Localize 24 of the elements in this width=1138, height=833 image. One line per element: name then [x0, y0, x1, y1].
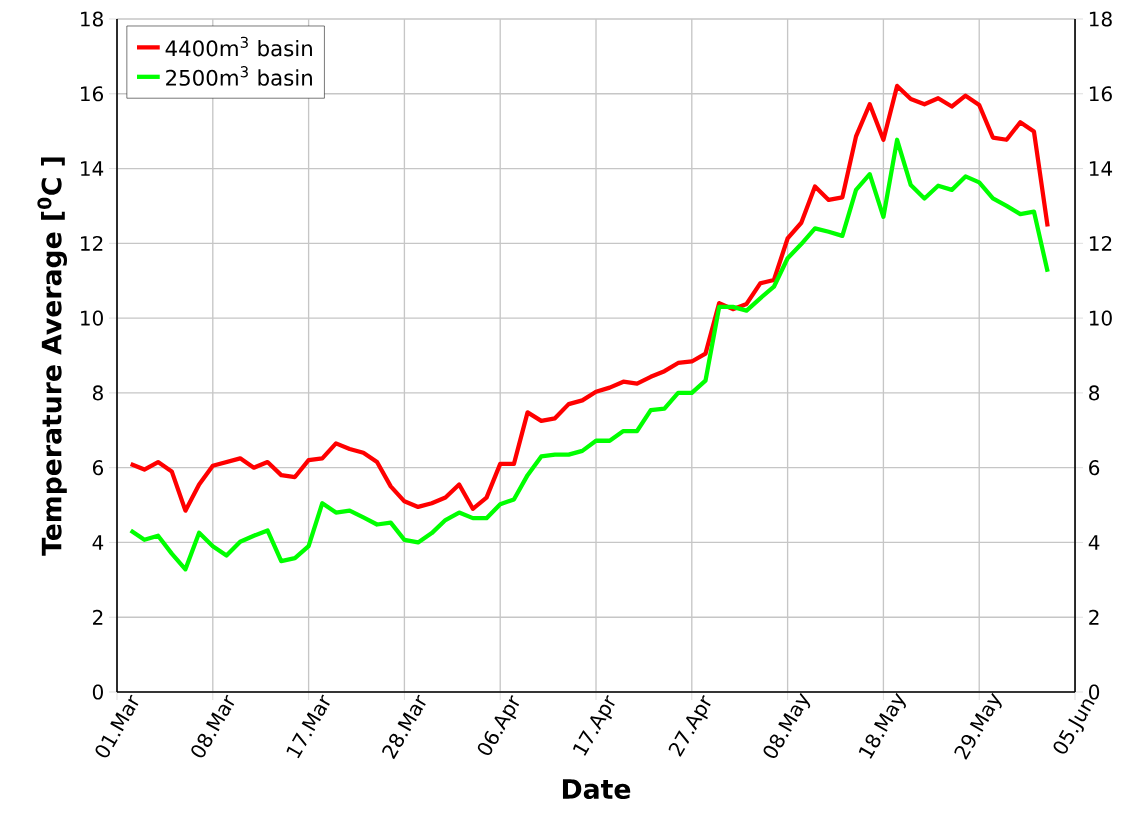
y2-tick-label: 4: [1088, 535, 1100, 550]
y2-tick-label: 10: [1089, 310, 1112, 326]
y-tick-label: 16: [81, 86, 104, 102]
legend-label: 4400m$^{3}$ basin: [165, 36, 312, 57]
y-tick-label: 10: [81, 310, 103, 326]
y2-tick-label: 16: [1089, 86, 1112, 102]
y2-tick-label: 6: [1089, 460, 1100, 476]
y-axis-title: Temperature Average [$^{0}$C ]: [37, 157, 68, 556]
y2-tick-label: 12: [1089, 235, 1112, 251]
y-tick-label: 4: [92, 535, 104, 550]
y-tick-label: 6: [92, 460, 104, 476]
y2-tick-label: 8: [1089, 385, 1100, 401]
y-tick-label: 8: [92, 385, 103, 401]
y2-tick-label: 0: [1089, 684, 1100, 700]
line-series: [128, 137, 1050, 572]
y-tick-label: 12: [81, 235, 103, 251]
legend-label: 2500m$^{3}$ basin: [166, 66, 312, 86]
y-tick-label: 18: [81, 11, 103, 27]
y-tick-label: 14: [81, 161, 104, 176]
y2-tick-label: 2: [1089, 609, 1099, 625]
y2-tick-label: 14: [1089, 161, 1113, 176]
x-axis-title: Date: [562, 779, 631, 800]
y2-tick-label: 18: [1089, 11, 1112, 27]
y-tick-label: 2: [93, 609, 103, 625]
